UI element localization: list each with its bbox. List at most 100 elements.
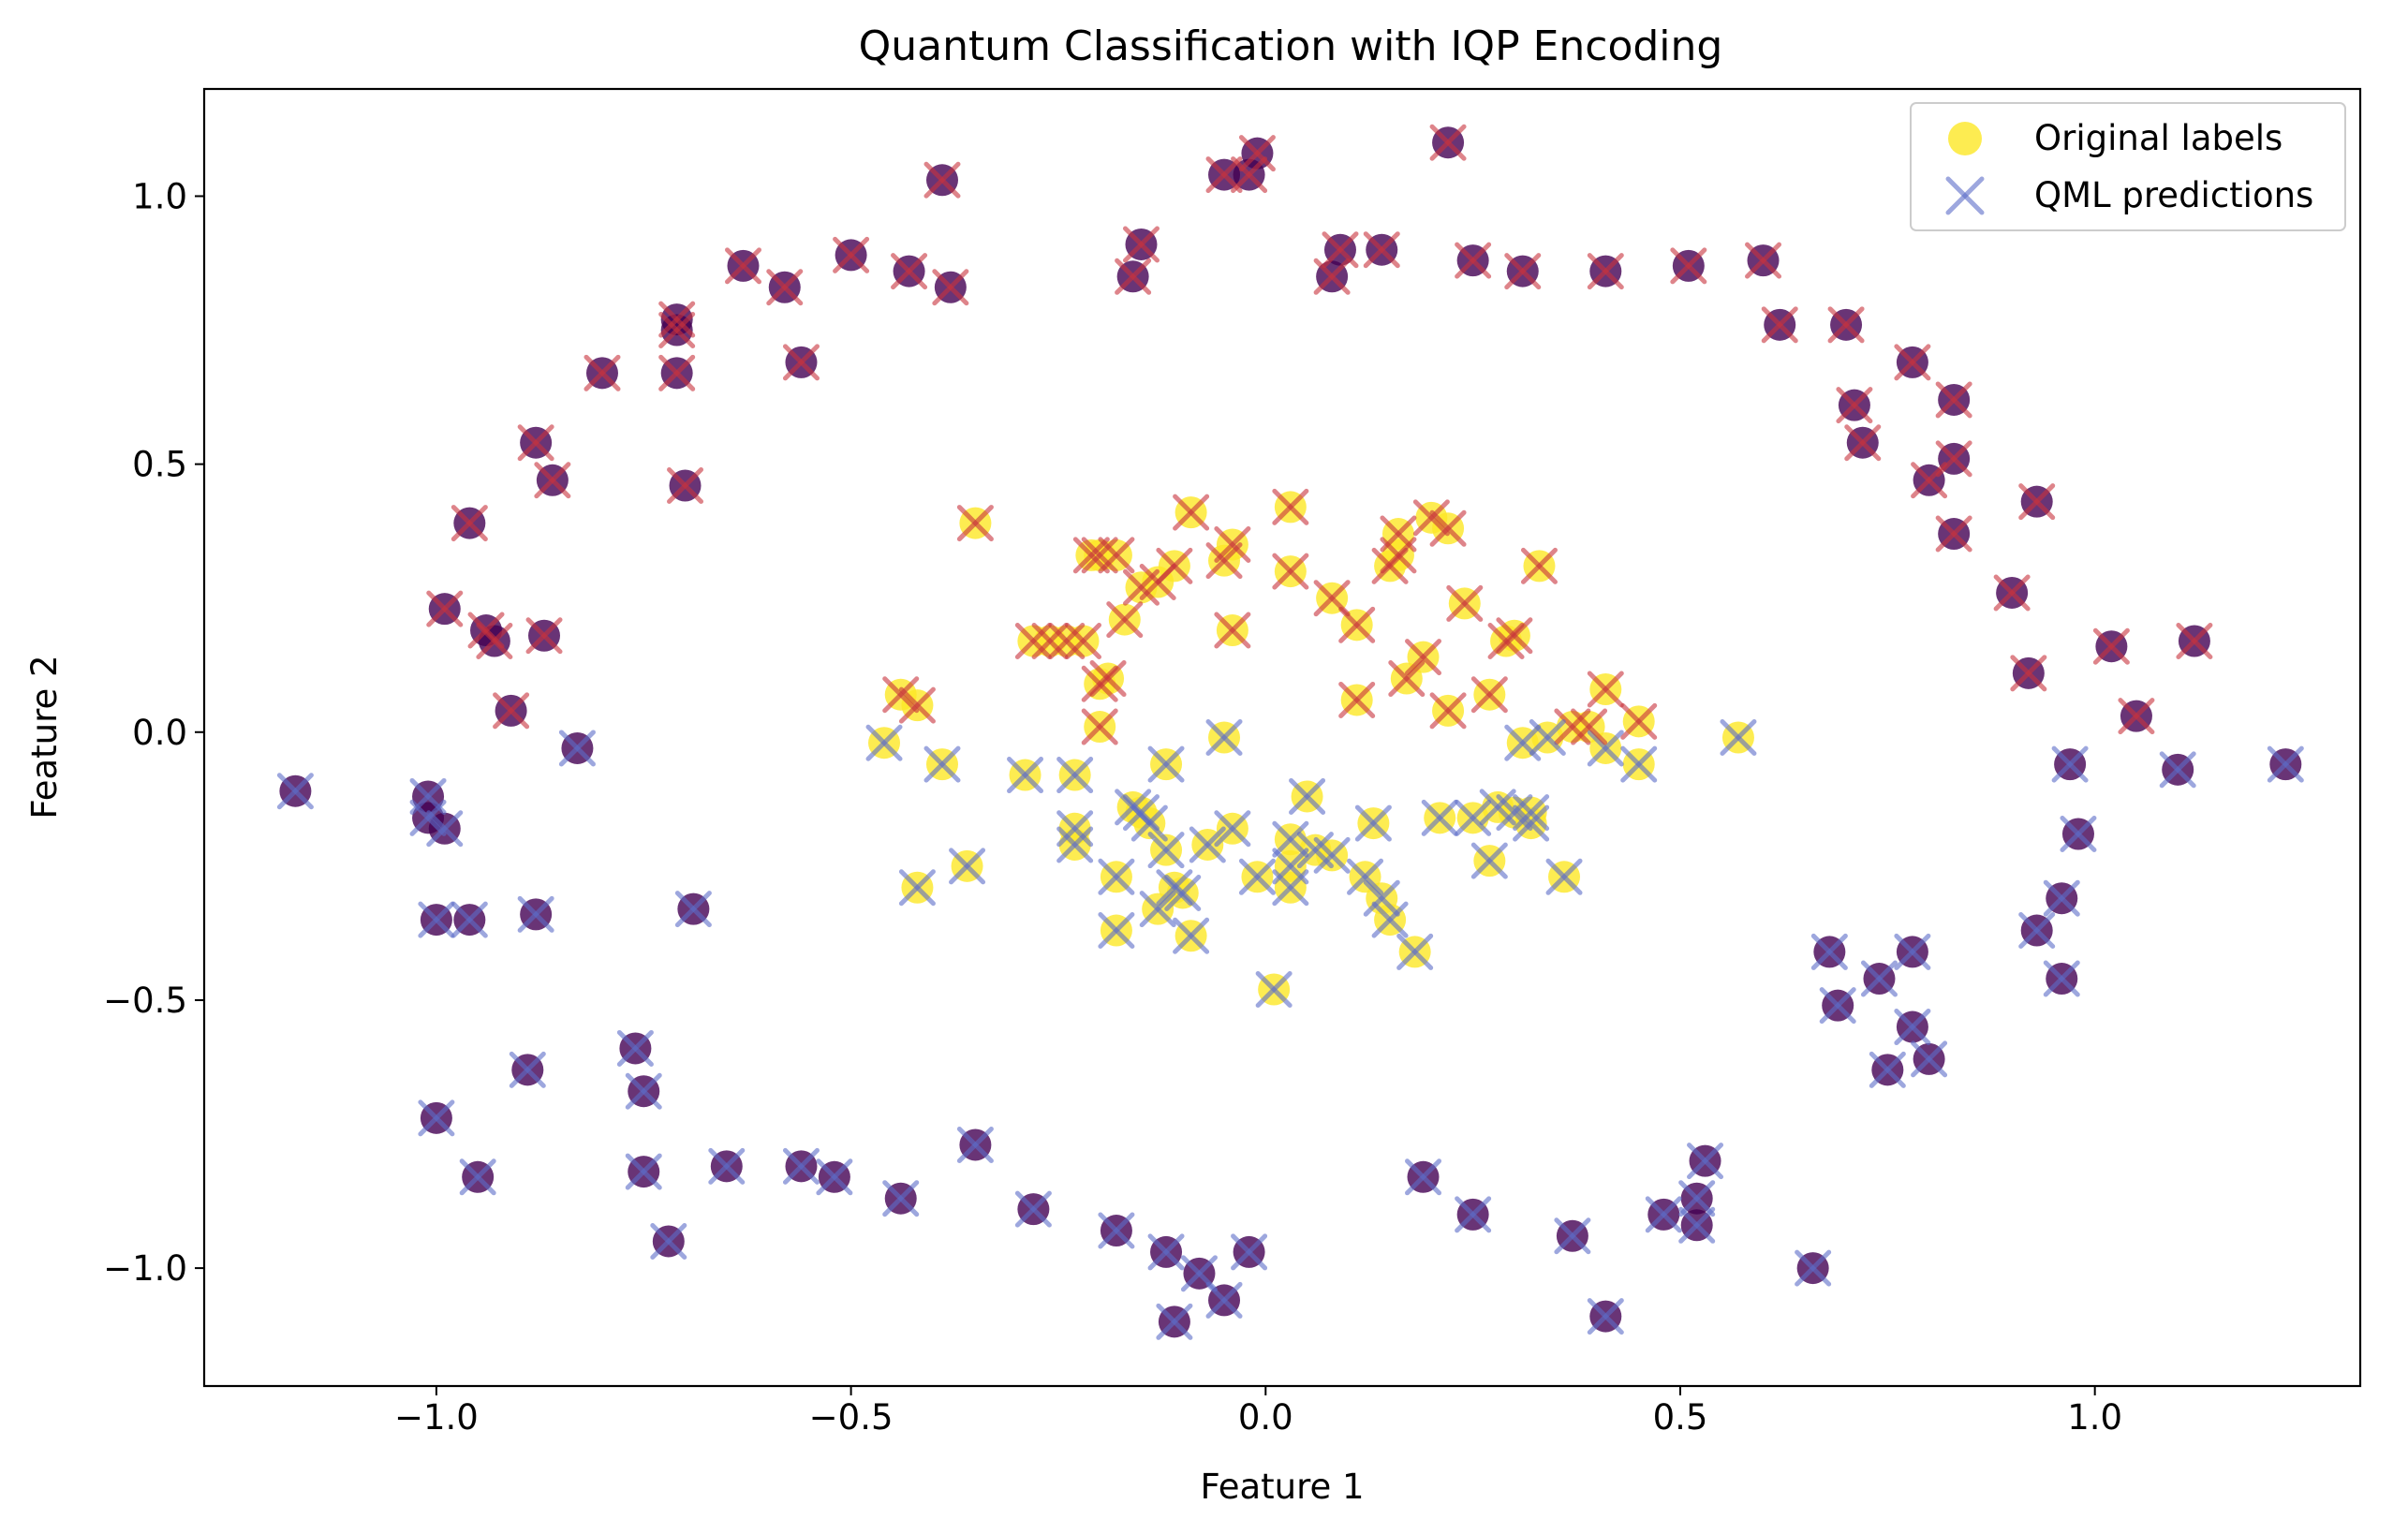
prediction-marker xyxy=(1313,836,1351,874)
prediction-marker xyxy=(865,724,903,761)
prediction-marker xyxy=(1911,1040,1948,1078)
prediction-marker xyxy=(1429,124,1467,161)
prediction-marker xyxy=(1819,987,1856,1025)
prediction-marker xyxy=(1098,858,1135,895)
prediction-marker xyxy=(1313,258,1351,295)
prediction-marker xyxy=(1156,547,1193,584)
prediction-marker xyxy=(525,617,563,655)
prediction-marker xyxy=(1289,777,1326,815)
prediction-marker xyxy=(1470,842,1508,879)
prediction-marker xyxy=(1098,1212,1135,1249)
prediction-marker xyxy=(534,462,571,499)
prediction-marker xyxy=(451,901,488,938)
prediction-marker xyxy=(1122,226,1160,263)
prediction-marker xyxy=(1007,757,1044,794)
prediction-marker xyxy=(1205,1281,1243,1319)
prediction-marker xyxy=(1993,574,2031,612)
prediction-marker xyxy=(658,312,696,349)
prediction-marker xyxy=(1496,794,1533,832)
y-axis-label: Feature 2 xyxy=(24,655,65,819)
prediction-marker xyxy=(725,247,761,285)
prediction-marker xyxy=(451,505,488,542)
prediction-marker xyxy=(2018,912,2056,950)
prediction-marker xyxy=(517,895,554,933)
prediction-marker xyxy=(558,730,596,767)
prediction-marker xyxy=(1935,440,1972,478)
prediction-marker xyxy=(1056,810,1094,848)
prediction-marker xyxy=(584,354,621,391)
prediction-marker xyxy=(1455,799,1492,836)
x-tick-label: 0.5 xyxy=(1653,1397,1708,1438)
prediction-marker xyxy=(1388,660,1426,698)
prediction-marker xyxy=(2176,622,2213,659)
prediction-marker xyxy=(932,269,969,306)
prediction-marker xyxy=(2118,698,2155,735)
prediction-marker xyxy=(1810,933,1848,970)
y-axis: −1.0 −0.5 0.0 0.5 1.0 xyxy=(103,176,204,1289)
x-tick-label: 0.0 xyxy=(1238,1397,1293,1438)
prediction-marker xyxy=(650,1222,687,1260)
legend-label-original: Original labels xyxy=(2034,118,2282,158)
legend-label-predictions: QML predictions xyxy=(2034,175,2313,215)
prediction-marker xyxy=(1645,1196,1682,1233)
prediction-marker xyxy=(2018,483,2056,521)
prediction-marker xyxy=(1545,858,1583,895)
prediction-marker xyxy=(459,1158,496,1196)
prediction-marker xyxy=(2159,751,2196,789)
prediction-marker xyxy=(1081,708,1118,745)
prediction-marker xyxy=(1214,810,1251,848)
prediction-marker xyxy=(1396,933,1434,970)
legend: Original labels QML predictions xyxy=(1910,102,2346,231)
prediction-marker xyxy=(1836,387,1873,424)
prediction-marker xyxy=(956,1126,994,1163)
prediction-marker xyxy=(674,891,712,928)
prediction-marker xyxy=(1272,553,1309,590)
prediction-marker xyxy=(1587,253,1624,290)
prediction-marker xyxy=(882,676,920,714)
prediction-marker xyxy=(1056,757,1094,794)
prediction-marker xyxy=(1214,612,1251,649)
prediction-marker xyxy=(2043,960,2080,997)
prediction-marker xyxy=(426,810,464,848)
prediction-marker xyxy=(1412,499,1450,537)
prediction-marker xyxy=(816,1158,853,1196)
prediction-marker xyxy=(882,1180,920,1217)
prediction-marker xyxy=(1189,826,1226,863)
prediction-marker xyxy=(1935,515,1972,553)
prediction-marker xyxy=(1231,1233,1268,1271)
prediction-marker xyxy=(2060,816,2097,853)
prediction-marker xyxy=(1421,799,1458,836)
prediction-marker xyxy=(898,869,936,907)
prediction-marker xyxy=(1620,702,1658,740)
prediction-marker xyxy=(1363,231,1400,269)
chart-title: Quantum Classification with IQP Encoding xyxy=(859,22,1723,70)
prediction-marker xyxy=(409,799,447,836)
prediction-marker xyxy=(1405,1158,1442,1196)
y-tick-label: 0.5 xyxy=(132,445,187,485)
prediction-marker xyxy=(2051,745,2089,783)
prediction-marker xyxy=(1014,1190,1052,1228)
y-tick-label: 0.0 xyxy=(132,713,187,753)
prediction-marker xyxy=(782,1147,820,1185)
prediction-marker xyxy=(956,505,994,542)
prediction-marker xyxy=(1338,606,1376,643)
x-axis: −1.0 −0.5 0.0 0.5 1.0 xyxy=(394,1386,2122,1438)
prediction-marker xyxy=(1147,745,1185,783)
prediction-marker xyxy=(1354,804,1392,842)
prediction-marker xyxy=(1554,708,1591,745)
prediction-marker xyxy=(1844,424,1882,462)
prediction-marker xyxy=(1587,1298,1624,1335)
y-tick-label: −1.0 xyxy=(103,1248,187,1289)
prediction-marker xyxy=(1347,858,1384,895)
prediction-marker xyxy=(1678,1206,1716,1244)
prediction-marker xyxy=(2010,655,2047,692)
prediction-marker xyxy=(493,692,530,730)
prediction-marker xyxy=(782,344,820,381)
x-tick-label: 1.0 xyxy=(2067,1397,2122,1438)
prediction-marker xyxy=(1670,247,1707,285)
prediction-marker xyxy=(1745,242,1782,279)
prediction-marker xyxy=(1496,617,1533,655)
prediction-marker xyxy=(1072,537,1110,574)
